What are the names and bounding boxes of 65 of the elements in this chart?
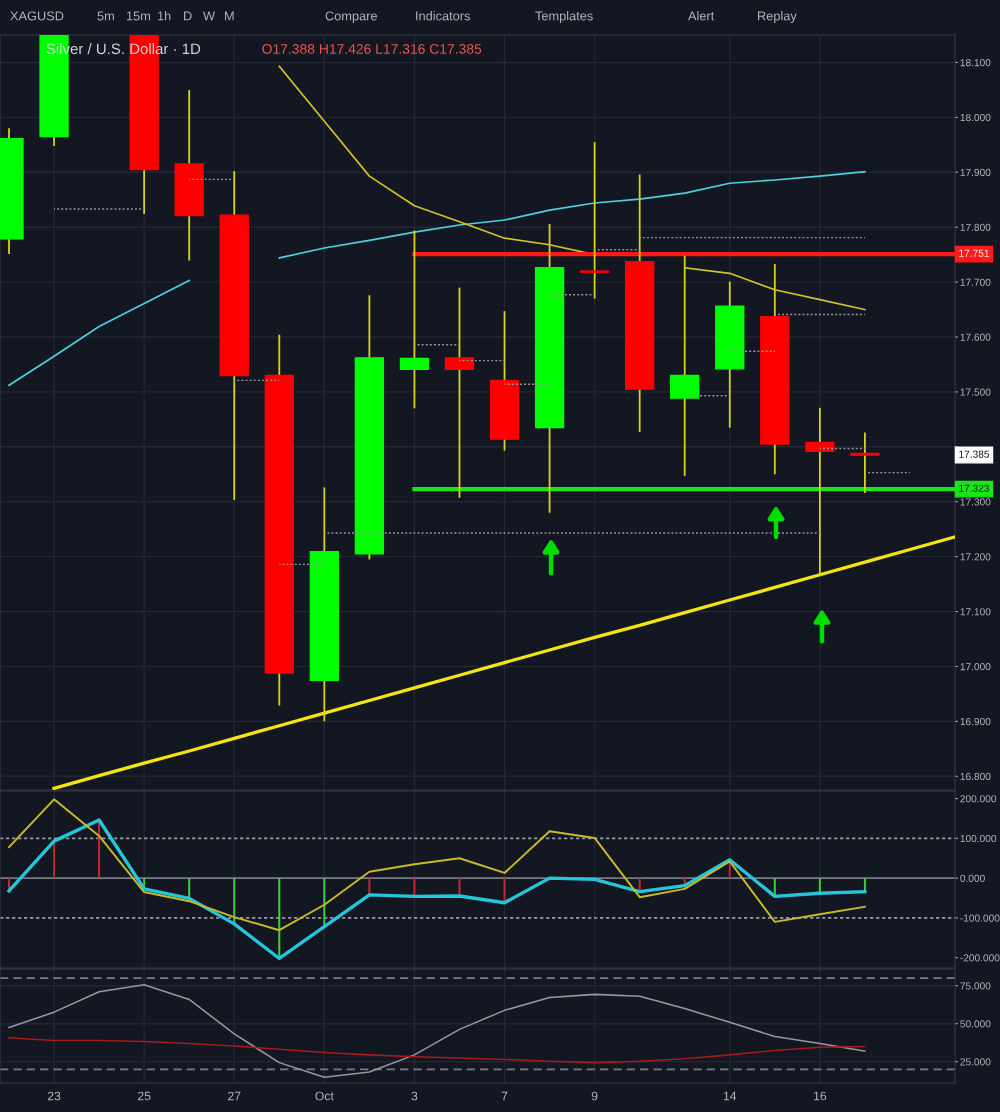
y-tick-label: 75.000: [960, 982, 991, 990]
text: Alert: [688, 11, 715, 21]
bar: [503, 878, 506, 903]
bar: [53, 841, 56, 879]
x-tick-label: 16: [813, 1091, 827, 1101]
data-label: 17.323: [959, 484, 990, 492]
candlestick: [670, 254, 700, 477]
x-tick-label: 14: [723, 1091, 737, 1101]
y-tick-label: 17.500: [960, 388, 991, 396]
x-tick-label: 9: [591, 1091, 598, 1101]
line-series: [52, 535, 955, 790]
bar: [818, 878, 821, 894]
x-tick-label: 23: [47, 1091, 61, 1101]
bar: [278, 878, 281, 959]
line-series: [8, 984, 866, 1078]
annotation: 17.385: [959, 450, 990, 458]
candlestick: [399, 229, 430, 410]
y-tick-label: 17.700: [960, 278, 991, 286]
text: W: [203, 11, 216, 21]
text: Compare: [325, 11, 377, 23]
y-tick-label: -200.000: [960, 954, 1000, 962]
line-series: [7, 818, 867, 961]
y-tick-label: 200.000: [960, 795, 997, 803]
x-tick-label: 27: [228, 1091, 241, 1101]
y-tick-label: 17.000: [960, 663, 991, 671]
y-tick-label: 18.100: [960, 59, 991, 67]
y-tick-label: 100.000: [960, 834, 997, 843]
y-tick-label: 16.900: [960, 717, 991, 726]
x-tick-label: Oct: [315, 1091, 334, 1101]
text: 1h: [157, 11, 171, 21]
bar: [413, 878, 416, 897]
candlestick: [805, 406, 835, 576]
y-tick-label: 17.300: [960, 498, 991, 506]
text: XAGUSD: [10, 11, 64, 21]
x-tick-label: 3: [411, 1091, 418, 1101]
candlestick: [444, 286, 475, 499]
y-tick-label: 18.000: [960, 113, 991, 122]
y-tick-label: 17.900: [960, 168, 991, 177]
text: M: [225, 11, 234, 21]
line-series: [8, 798, 866, 932]
text: 15m: [126, 11, 151, 21]
y-tick-label: 17.800: [960, 223, 991, 231]
candlestick: [579, 141, 610, 300]
text: Indicators: [416, 11, 470, 21]
y-tick-label: 17.600: [960, 333, 991, 341]
y-tick-label: 16.800: [960, 772, 991, 781]
x-tick-label: 25: [137, 1091, 151, 1101]
text: Templates: [535, 11, 593, 23]
y-tick-label: -100.000: [960, 914, 1000, 922]
text: O17.388 H17.426 L17.316 C17.385: [262, 43, 482, 54]
data-label: 17.751: [959, 249, 989, 257]
candlestick: [850, 431, 880, 494]
y-tick-label: 0.000: [960, 874, 985, 882]
y-tick-label: 17.200: [960, 553, 991, 561]
bar: [233, 878, 236, 924]
text: 5m: [97, 11, 114, 21]
y-tick-label: 25.000: [960, 1058, 991, 1066]
y-tick-label: 50.000: [960, 1020, 991, 1028]
x-tick-label: 7: [501, 1091, 508, 1101]
line-series: [8, 1036, 866, 1064]
y-tick-label: 17.100: [960, 608, 991, 616]
text: Replay: [758, 11, 797, 23]
text: D: [184, 11, 192, 21]
bar: [188, 878, 191, 899]
bar: [323, 878, 326, 927]
